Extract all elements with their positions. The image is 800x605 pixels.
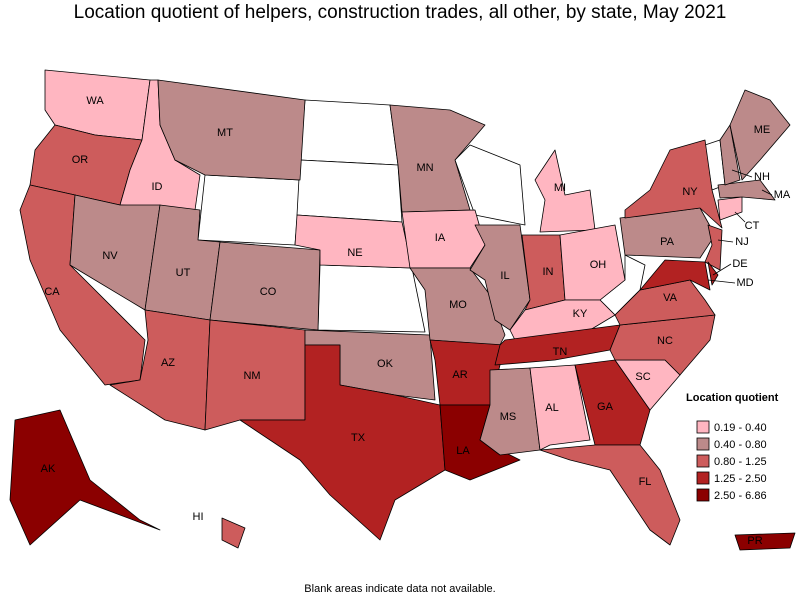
- state-label: PR: [747, 535, 762, 547]
- state-label: KY: [573, 308, 588, 320]
- state-label: MA: [774, 189, 791, 201]
- state-blank: [197, 174, 301, 246]
- state-label: UT: [176, 267, 191, 279]
- state: [734, 532, 796, 551]
- legend-label: 0.80 - 1.25: [714, 456, 767, 468]
- state-label: IA: [435, 232, 446, 244]
- state-label: ID: [152, 181, 163, 193]
- state-label: AL: [545, 402, 558, 414]
- state: [624, 139, 723, 229]
- state: [389, 104, 486, 213]
- state-label: NC: [657, 335, 673, 347]
- state: [294, 214, 413, 269]
- state-label: MS: [500, 411, 517, 423]
- state-label: NV: [102, 250, 118, 262]
- state-label: NH: [754, 171, 770, 183]
- state-label: SC: [635, 371, 650, 383]
- state-label: OH: [590, 259, 607, 271]
- state: [574, 359, 651, 446]
- blank-states: [197, 99, 726, 333]
- state: [707, 261, 719, 286]
- states: [9, 69, 796, 551]
- legend-swatch: [696, 437, 710, 451]
- state-label: OK: [377, 358, 394, 370]
- state-label: MO: [449, 299, 467, 311]
- state-blank: [299, 99, 399, 166]
- state-label: VA: [663, 292, 678, 304]
- state: [639, 259, 711, 291]
- state-label: CA: [44, 286, 60, 298]
- legend-swatch: [696, 420, 710, 434]
- legend-label: 2.50 - 6.86: [714, 490, 767, 502]
- title: Location quotient of helpers, constructi…: [74, 2, 727, 23]
- state-label: NE: [347, 247, 362, 259]
- state: [401, 209, 486, 269]
- legend: 0.19 - 0.40 0.40 - 0.80 0.80 - 1.25 1.25 - …: [696, 420, 767, 502]
- legend-label: 0.40 - 0.80: [714, 439, 767, 451]
- state-label: CO: [260, 286, 277, 298]
- state-blank: [454, 144, 526, 226]
- state-label: AK: [41, 463, 56, 475]
- state-label: TX: [351, 432, 366, 444]
- state: [157, 79, 306, 181]
- state: [539, 444, 681, 546]
- state-label: GA: [597, 401, 614, 413]
- state-label: IL: [500, 270, 509, 282]
- legend-swatch: [696, 471, 710, 485]
- state-label: OR: [72, 154, 89, 166]
- state-label: TN: [553, 346, 568, 358]
- state-label: AR: [452, 369, 467, 381]
- state: [559, 224, 626, 301]
- state: [9, 409, 161, 546]
- legend-swatch: [696, 454, 710, 468]
- state-label: ME: [754, 124, 771, 136]
- state-label: LA: [456, 445, 470, 457]
- state-label: FL: [639, 476, 652, 488]
- state-label: WA: [86, 95, 104, 107]
- state-label: MI: [554, 182, 566, 194]
- state-label: NJ: [735, 236, 748, 248]
- legend-title: Location quotient: [686, 392, 779, 404]
- state-label: MD: [736, 277, 753, 289]
- legend-label: 0.19 - 0.40: [714, 422, 767, 434]
- state-label: AZ: [161, 357, 175, 369]
- state-label: MT: [217, 127, 233, 139]
- state: [704, 224, 723, 271]
- state-label: IN: [543, 266, 554, 278]
- state-label: NM: [243, 370, 260, 382]
- state: [534, 149, 596, 233]
- state-blank: [296, 159, 403, 223]
- state: [529, 364, 591, 451]
- state-label: MN: [416, 162, 433, 174]
- leader-lines: [707, 169, 773, 284]
- state: [469, 224, 531, 331]
- footnote: Blank areas indicate data not available.: [304, 583, 495, 595]
- state-label: HI: [193, 511, 204, 523]
- legend-label: 1.25 - 2.50: [714, 473, 767, 485]
- state: [729, 89, 791, 181]
- state: [719, 124, 741, 186]
- state: [239, 344, 446, 541]
- state: [221, 517, 246, 549]
- state-blank: [317, 264, 426, 333]
- state-label: CT: [745, 220, 760, 232]
- state: [717, 179, 776, 201]
- legend-swatch: [696, 488, 710, 502]
- state-label: PA: [660, 236, 675, 248]
- state: [717, 196, 743, 221]
- state: [209, 241, 321, 331]
- state-label: NY: [682, 186, 698, 198]
- state-label: DE: [732, 258, 747, 270]
